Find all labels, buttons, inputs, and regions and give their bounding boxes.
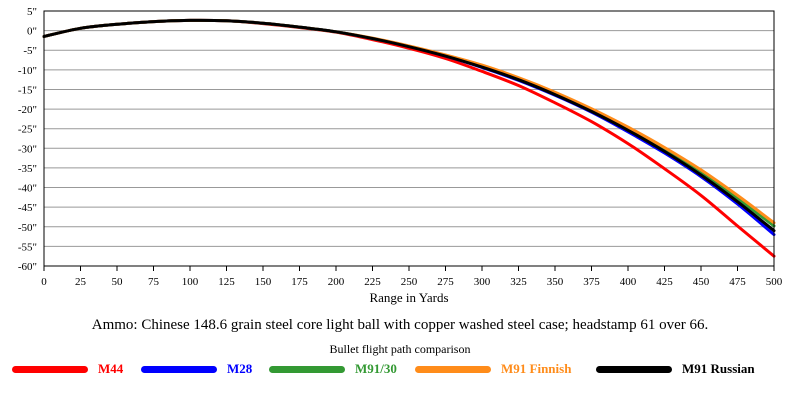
- x-tick-label: 25: [75, 276, 87, 288]
- series-line-m28: [42, 18, 776, 237]
- x-tick-label: 375: [583, 276, 600, 288]
- x-tick-label: 475: [729, 276, 746, 288]
- y-tick-label: -10": [18, 65, 37, 77]
- chart-title: Bullet flight path comparison: [329, 342, 471, 356]
- x-tick-label: 175: [291, 276, 308, 288]
- x-tick-label: 275: [437, 276, 454, 288]
- x-tick-label: 150: [255, 276, 272, 288]
- legend-label: M91/30: [355, 361, 397, 376]
- series-line-m44: [42, 18, 776, 258]
- y-tick-label: 5": [27, 6, 37, 18]
- y-axis: 5" 0" -5" -10" -15" -20" -25" -30" -35" -40" -45" -…: [18, 6, 37, 273]
- legend-swatch: [12, 366, 88, 373]
- legend-label: M91 Russian: [682, 361, 755, 376]
- x-tick-label: 75: [148, 276, 160, 288]
- x-tick-label: 125: [218, 276, 235, 288]
- legend-swatch: [269, 366, 345, 373]
- x-axis-title: Range in Yards: [369, 290, 448, 305]
- y-tick-label: -20": [18, 104, 37, 116]
- x-tick-label: 50: [112, 276, 124, 288]
- y-tick-label: -40": [18, 183, 37, 195]
- x-tick-label: 350: [547, 276, 564, 288]
- ammo-caption: Ammo: Chinese 148.6 grain steel core lig…: [91, 317, 709, 333]
- x-tick-label: 225: [364, 276, 381, 288]
- series-layer: [42, 18, 776, 258]
- x-tick-label: 400: [620, 276, 637, 288]
- y-tick-label: -5": [23, 45, 37, 57]
- x-tick-label: 500: [766, 276, 783, 288]
- y-tick-label: -30": [18, 143, 37, 155]
- x-tick-label: 425: [656, 276, 673, 288]
- legend-swatch: [596, 366, 672, 373]
- x-axis: 0 25 50 75 100 125 150 175 200 225 250 275 300 325 350…: [41, 266, 783, 288]
- series-line-m91-30: [42, 18, 776, 228]
- x-tick-label: 450: [693, 276, 710, 288]
- x-tick-label: 250: [401, 276, 418, 288]
- legend-swatch: [141, 366, 217, 373]
- y-tick-label: -45": [18, 202, 37, 214]
- x-tick-label: 300: [474, 276, 491, 288]
- series-line-m91-russian: [42, 18, 776, 233]
- legend-swatch: [415, 366, 491, 373]
- trajectory-chart: 5" 0" -5" -10" -15" -20" -25" -30" -35" -40" -45" -…: [18, 6, 783, 305]
- x-tick-label: 200: [328, 276, 345, 288]
- y-tick-label: -35": [18, 163, 37, 175]
- y-tick-label: -15": [18, 84, 37, 96]
- x-tick-label: 0: [41, 276, 47, 288]
- y-tick-label: 0": [27, 26, 37, 38]
- y-tick-label: -50": [18, 222, 37, 234]
- legend-label: M28: [227, 361, 253, 376]
- x-tick-label: 100: [182, 276, 199, 288]
- legend-label: M91 Finnish: [501, 361, 572, 376]
- y-tick-label: -25": [18, 124, 37, 136]
- y-tick-label: -55": [18, 241, 37, 253]
- legend: M44 M28 M91/30 M91 Finnish M91 Russian: [0, 358, 800, 382]
- legend-label: M44: [98, 361, 124, 376]
- y-tick-label: -60": [18, 261, 37, 273]
- x-tick-label: 325: [510, 276, 527, 288]
